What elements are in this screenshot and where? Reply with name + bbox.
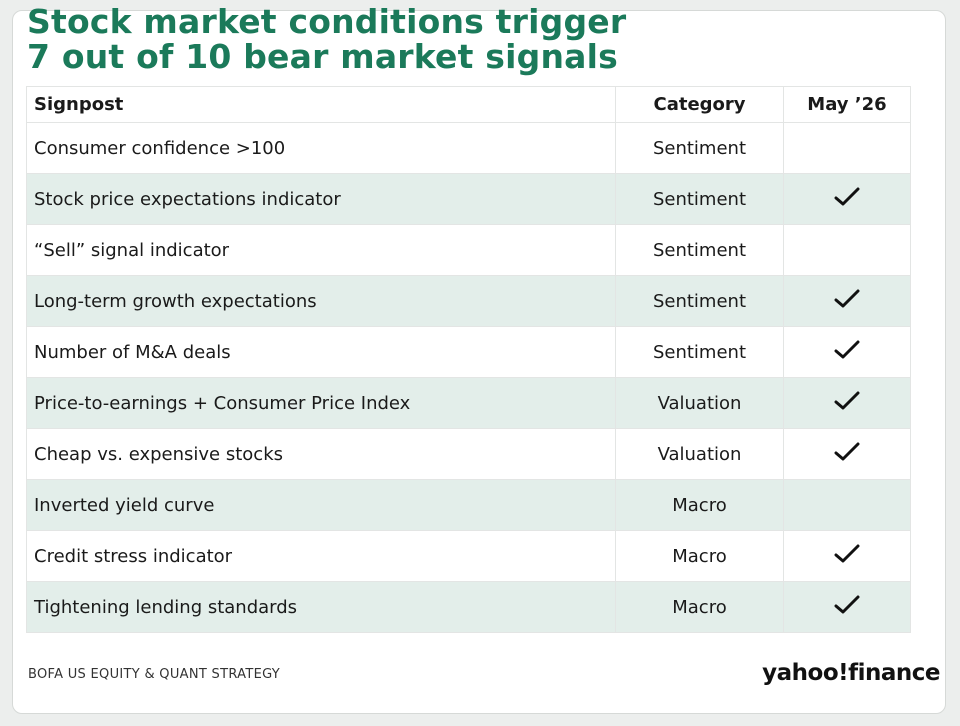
category-cell: Sentiment — [615, 224, 784, 276]
signal-cell — [783, 224, 911, 276]
table-row: Long-term growth expectations Sentiment — [26, 275, 911, 327]
table-body: Consumer confidence >100 Sentiment Stock p… — [26, 122, 911, 633]
check-icon — [834, 595, 860, 613]
yahoo-finance-logo: yahoo!finance — [762, 660, 940, 686]
category-cell: Sentiment — [615, 275, 784, 327]
table-header-row: Signpost Category May ’26 — [26, 86, 911, 123]
check-icon — [834, 391, 860, 409]
category-cell: Macro — [615, 479, 784, 531]
table-row: “Sell” signal indicator Sentiment — [26, 224, 911, 276]
signpost-cell: Cheap vs. expensive stocks — [26, 428, 616, 480]
signpost-cell: Credit stress indicator — [26, 530, 616, 582]
column-header-signpost: Signpost — [26, 86, 616, 123]
signpost-cell: Price-to-earnings + Consumer Price Index — [26, 377, 616, 429]
category-cell: Sentiment — [615, 122, 784, 174]
signpost-cell: Consumer confidence >100 — [26, 122, 616, 174]
table-row: Credit stress indicator Macro — [26, 530, 911, 582]
signpost-cell: Tightening lending standards — [26, 581, 616, 633]
signpost-cell: Number of M&A deals — [26, 326, 616, 378]
column-header-period: May ’26 — [783, 86, 911, 123]
signal-cell — [783, 479, 911, 531]
category-cell: Valuation — [615, 428, 784, 480]
category-cell: Sentiment — [615, 173, 784, 225]
table-row: Tightening lending standards Macro — [26, 581, 911, 633]
table-row: Stock price expectations indicator Sentim… — [26, 173, 911, 225]
signpost-cell: Inverted yield curve — [26, 479, 616, 531]
check-icon — [834, 289, 860, 307]
category-cell: Macro — [615, 530, 784, 582]
table-row: Number of M&A deals Sentiment — [26, 326, 911, 378]
check-icon — [834, 442, 860, 460]
signal-cell — [783, 275, 911, 327]
check-icon — [834, 340, 860, 358]
category-cell: Macro — [615, 581, 784, 633]
signpost-cell: Stock price expectations indicator — [26, 173, 616, 225]
signpost-cell: “Sell” signal indicator — [26, 224, 616, 276]
table-row: Consumer confidence >100 Sentiment — [26, 122, 911, 174]
signals-table: Signpost Category May ’26 Consumer confi… — [26, 86, 911, 633]
source-note: BOFA US EQUITY & QUANT STRATEGY — [28, 667, 281, 682]
table-row: Inverted yield curve Macro — [26, 479, 911, 531]
signal-cell — [783, 581, 911, 633]
check-icon — [834, 187, 860, 205]
signal-cell — [783, 530, 911, 582]
signal-cell — [783, 377, 911, 429]
signal-cell — [783, 428, 911, 480]
title-line-2: 7 out of 10 bear market signals — [27, 37, 618, 76]
check-icon — [834, 544, 860, 562]
title-line-1: Stock market conditions trigger — [27, 2, 627, 41]
table-row: Price-to-earnings + Consumer Price Index… — [26, 377, 911, 429]
signpost-cell: Long-term growth expectations — [26, 275, 616, 327]
category-cell: Sentiment — [615, 326, 784, 378]
category-cell: Valuation — [615, 377, 784, 429]
column-header-category: Category — [615, 86, 784, 123]
signal-cell — [783, 173, 911, 225]
signal-cell — [783, 326, 911, 378]
signal-cell — [783, 122, 911, 174]
chart-title: Stock market conditions trigger 7 out of… — [27, 4, 626, 74]
table-row: Cheap vs. expensive stocks Valuation — [26, 428, 911, 480]
